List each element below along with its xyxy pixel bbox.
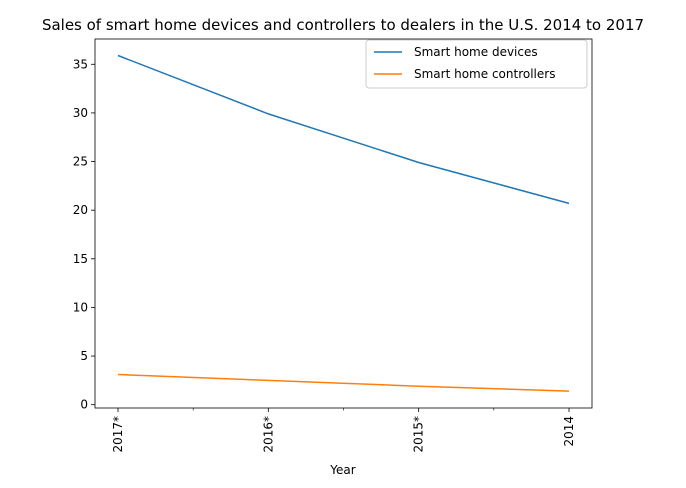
- y-tick-label: 5: [80, 349, 88, 363]
- y-tick-label: 0: [80, 398, 88, 412]
- legend-entry: Smart home controllers: [414, 67, 555, 81]
- legend-entry: Smart home devices: [414, 45, 538, 59]
- y-tick-label: 20: [73, 203, 88, 217]
- y-tick-label: 10: [73, 300, 88, 314]
- x-tick-label: 2014: [562, 416, 576, 447]
- plot-frame: [94, 38, 593, 409]
- series-line-smart-home-controllers: [117, 373, 570, 392]
- y-tick-label: 25: [73, 155, 88, 169]
- x-tick-label: 2017*: [111, 416, 125, 453]
- plot-area: 0 5 10 15 20 25 30 35 2017* 2016* 2015* 2014: [73, 38, 593, 453]
- series-line-smart-home-devices: [117, 54, 570, 205]
- x-axis-label: Year: [329, 463, 355, 477]
- legend-box: [365, 39, 588, 89]
- x-tick-label: 2015*: [412, 416, 426, 453]
- legend: Smart home devices Smart home controllers: [365, 39, 588, 89]
- x-tick-label: 2016*: [261, 416, 275, 453]
- y-tick-label: 30: [73, 106, 88, 120]
- y-tick-label: 15: [73, 252, 88, 266]
- chart-title: Sales of smart home devices and controll…: [42, 16, 644, 34]
- y-tick-label: 35: [73, 57, 88, 71]
